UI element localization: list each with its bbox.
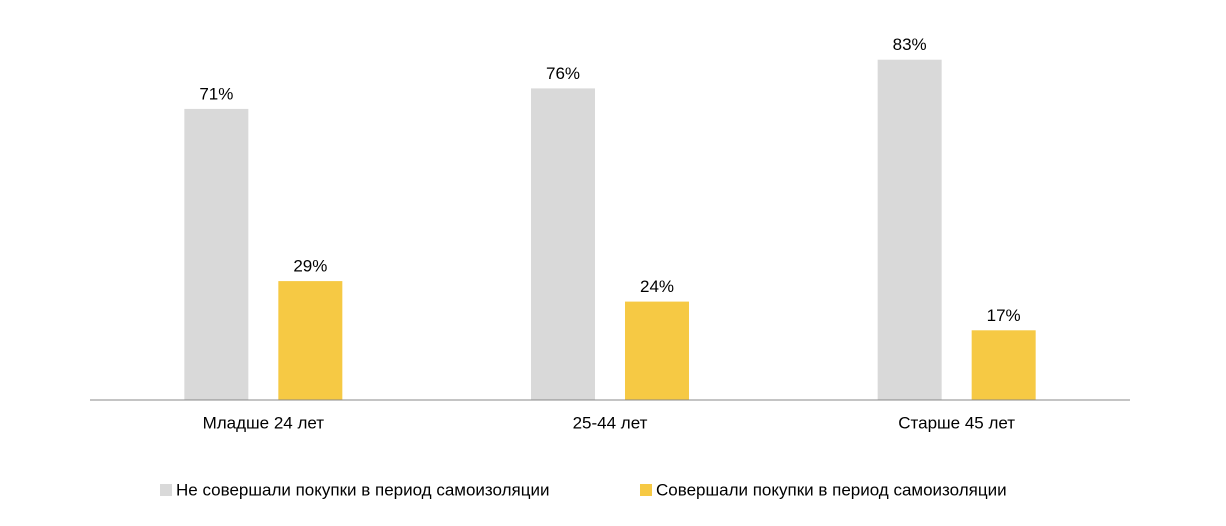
bar: [971, 330, 1036, 400]
data-label: 29%: [293, 257, 327, 276]
bar: [877, 59, 942, 400]
x-tick-label: 25-44 лет: [573, 413, 648, 432]
data-label: 83%: [893, 35, 927, 54]
legend-swatch: [640, 484, 652, 496]
bar: [184, 108, 249, 401]
legend-label: Не совершали покупки в период самоизоляц…: [176, 480, 549, 499]
data-label: 24%: [640, 277, 674, 296]
bar: [531, 88, 595, 401]
data-label: 76%: [546, 64, 580, 83]
bar: [625, 301, 689, 400]
data-label: 71%: [199, 84, 233, 103]
legend-label: Совершали покупки в период самоизоляции: [656, 480, 1007, 499]
data-label: 17%: [987, 306, 1021, 325]
x-tick-label: Младше 24 лет: [203, 413, 325, 432]
legend-swatch: [160, 484, 172, 496]
x-tick-label: Старше 45 лет: [898, 413, 1015, 432]
bar: [278, 281, 343, 400]
